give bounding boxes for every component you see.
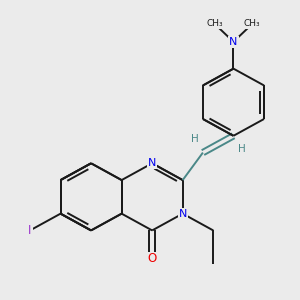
Text: CH₃: CH₃ [206,20,223,28]
Text: I: I [28,224,32,237]
Text: N: N [229,37,238,47]
Text: CH₃: CH₃ [244,20,260,28]
Text: N: N [148,158,156,168]
Text: O: O [148,253,157,266]
Text: H: H [238,144,245,154]
Text: N: N [178,208,187,219]
Text: H: H [191,134,199,145]
